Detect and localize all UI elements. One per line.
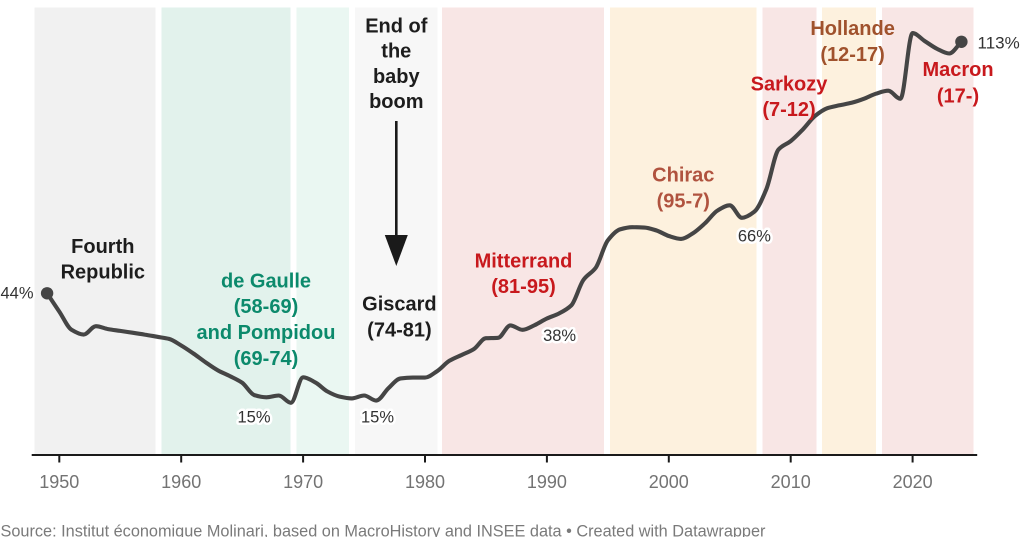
- svg-text:(81-95): (81-95): [491, 276, 555, 298]
- svg-text:38%: 38%: [543, 327, 576, 345]
- svg-text:1980: 1980: [405, 472, 445, 492]
- svg-text:1970: 1970: [283, 472, 323, 492]
- svg-text:15%: 15%: [361, 409, 394, 427]
- svg-text:2010: 2010: [771, 472, 811, 492]
- svg-text:baby: baby: [373, 66, 421, 88]
- svg-text:113%: 113%: [978, 34, 1020, 53]
- svg-text:(95-7): (95-7): [657, 191, 710, 213]
- svg-text:boom: boom: [369, 91, 423, 113]
- svg-text:de Gaulle: de Gaulle: [221, 270, 311, 292]
- svg-text:(7-12): (7-12): [762, 99, 815, 121]
- svg-text:Macron: Macron: [922, 59, 993, 81]
- svg-text:44%: 44%: [0, 285, 33, 303]
- svg-text:15%: 15%: [237, 409, 270, 427]
- svg-text:1960: 1960: [161, 472, 201, 492]
- svg-text:Mitterrand: Mitterrand: [475, 250, 573, 272]
- svg-text:1950: 1950: [39, 472, 79, 492]
- svg-text:the: the: [381, 41, 411, 63]
- svg-text:2020: 2020: [893, 472, 933, 492]
- svg-text:1990: 1990: [527, 472, 567, 492]
- svg-text:(69-74): (69-74): [234, 348, 298, 370]
- svg-text:Republic: Republic: [61, 262, 145, 284]
- svg-text:(12-17): (12-17): [820, 44, 884, 66]
- svg-text:Sarkozy: Sarkozy: [751, 73, 829, 95]
- svg-text:Fourth: Fourth: [71, 236, 134, 258]
- svg-text:Hollande: Hollande: [810, 18, 894, 40]
- svg-text:Giscard: Giscard: [362, 293, 436, 315]
- svg-text:2000: 2000: [649, 472, 689, 492]
- svg-text:End of: End of: [365, 15, 428, 37]
- svg-text:(58-69): (58-69): [234, 296, 298, 318]
- svg-text:and Pompidou: and Pompidou: [197, 322, 336, 344]
- svg-text:(74-81): (74-81): [367, 320, 431, 342]
- svg-text:66%: 66%: [738, 228, 771, 246]
- svg-text:Source: Institut économique Mo: Source: Institut économique Molinari, ba…: [1, 523, 767, 537]
- svg-text:Chirac: Chirac: [652, 164, 714, 186]
- svg-text:(17-): (17-): [937, 85, 979, 107]
